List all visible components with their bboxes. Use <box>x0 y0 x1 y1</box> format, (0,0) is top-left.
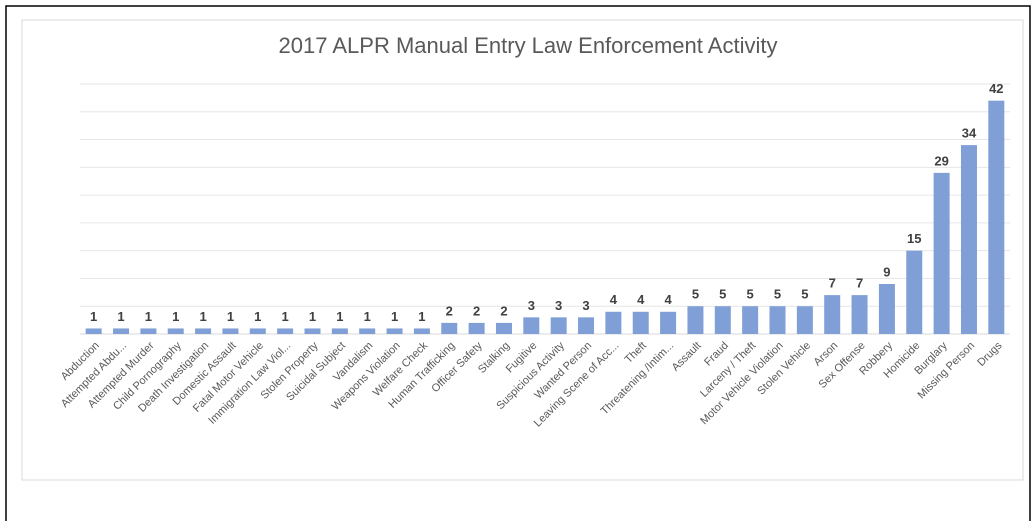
bar <box>742 306 759 334</box>
data-label: 5 <box>719 287 726 302</box>
bar <box>933 172 950 334</box>
data-label: 4 <box>664 292 672 307</box>
frame <box>5 5 1031 521</box>
bar <box>523 317 540 334</box>
data-label: 1 <box>117 309 124 324</box>
data-label: 4 <box>610 292 618 307</box>
data-label: 5 <box>801 287 808 302</box>
bar <box>249 328 266 334</box>
bar <box>906 250 923 334</box>
data-label: 1 <box>199 309 206 324</box>
bar <box>413 328 430 334</box>
data-label: 34 <box>962 126 977 141</box>
bar <box>769 306 786 334</box>
bar <box>988 100 1005 335</box>
data-label: 1 <box>145 309 152 324</box>
bar <box>851 295 868 334</box>
bar <box>578 317 595 334</box>
data-label: 1 <box>309 309 316 324</box>
chart-area <box>21 19 1024 481</box>
bar <box>277 328 294 334</box>
bar <box>468 322 485 334</box>
bar <box>960 145 977 334</box>
data-label: 9 <box>883 264 890 279</box>
chart-title: 2017 ALPR Manual Entry Law Enforcement A… <box>279 33 778 58</box>
bar <box>167 328 184 334</box>
data-label: 3 <box>528 298 535 313</box>
bar <box>687 306 704 334</box>
data-label: 1 <box>418 309 425 324</box>
data-label: 1 <box>90 309 97 324</box>
bar <box>495 322 512 334</box>
bar <box>660 311 677 334</box>
bar <box>632 311 649 334</box>
bar <box>304 328 321 334</box>
data-label: 15 <box>907 231 921 246</box>
bar <box>441 322 458 334</box>
data-label: 5 <box>747 287 754 302</box>
data-label: 5 <box>774 287 781 302</box>
data-label: 5 <box>692 287 699 302</box>
data-label: 2 <box>446 303 453 318</box>
data-label: 1 <box>336 309 343 324</box>
data-label: 3 <box>582 298 589 313</box>
bar <box>85 328 102 334</box>
data-label: 3 <box>555 298 562 313</box>
bar <box>550 317 567 334</box>
bar <box>714 306 731 334</box>
data-label: 1 <box>282 309 289 324</box>
data-label: 2 <box>473 303 480 318</box>
bar <box>605 311 622 334</box>
data-label: 7 <box>829 276 836 291</box>
bar <box>878 284 895 334</box>
bar <box>824 295 841 334</box>
data-label: 2 <box>500 303 507 318</box>
data-label: 7 <box>856 276 863 291</box>
data-label: 1 <box>254 309 261 324</box>
data-label: 1 <box>172 309 179 324</box>
data-label: 1 <box>227 309 234 324</box>
bar <box>195 328 212 334</box>
bar <box>386 328 403 334</box>
data-label: 1 <box>364 309 371 324</box>
data-label: 29 <box>934 153 948 168</box>
bar <box>331 328 348 334</box>
data-label: 1 <box>391 309 398 324</box>
bar <box>140 328 157 334</box>
data-label: 4 <box>637 292 645 307</box>
bar <box>113 328 130 334</box>
data-label: 42 <box>989 81 1003 96</box>
bar <box>796 306 813 334</box>
bar <box>359 328 376 334</box>
bar <box>222 328 239 334</box>
